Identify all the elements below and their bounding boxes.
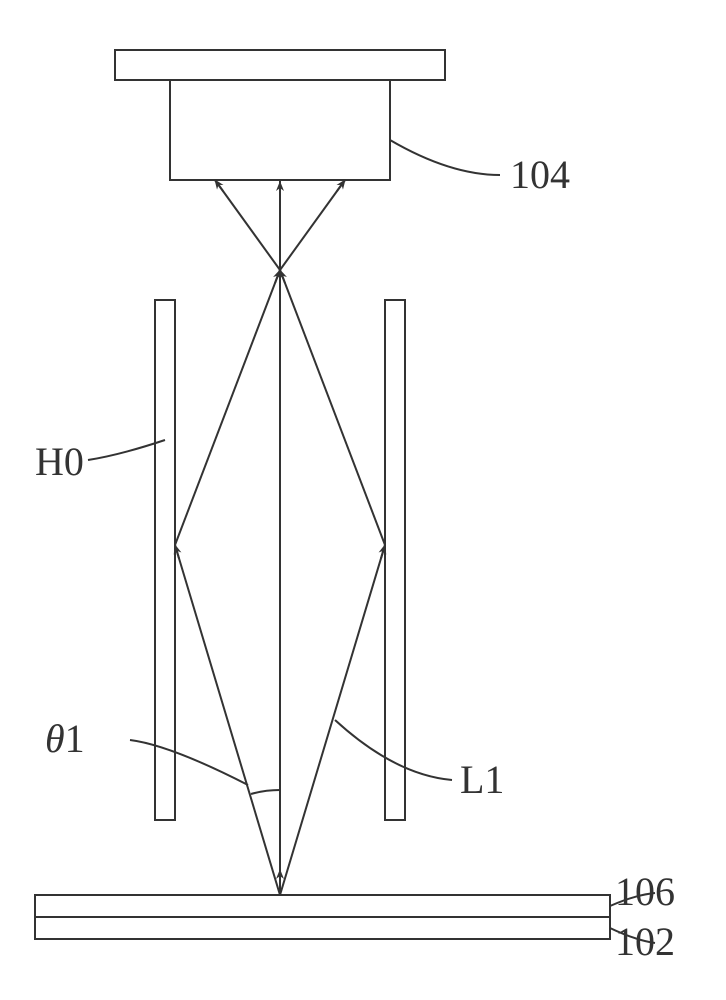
label-106: 106 bbox=[615, 869, 675, 914]
label-L1: L1 bbox=[460, 757, 504, 802]
label-H0: H0 bbox=[35, 439, 84, 484]
label-104: 104 bbox=[510, 152, 570, 197]
label-102: 102 bbox=[615, 919, 675, 964]
optical-diagram: 104 H0 θ1 L1 106 102 bbox=[0, 0, 726, 1000]
label-theta1: θ1 bbox=[45, 716, 85, 761]
